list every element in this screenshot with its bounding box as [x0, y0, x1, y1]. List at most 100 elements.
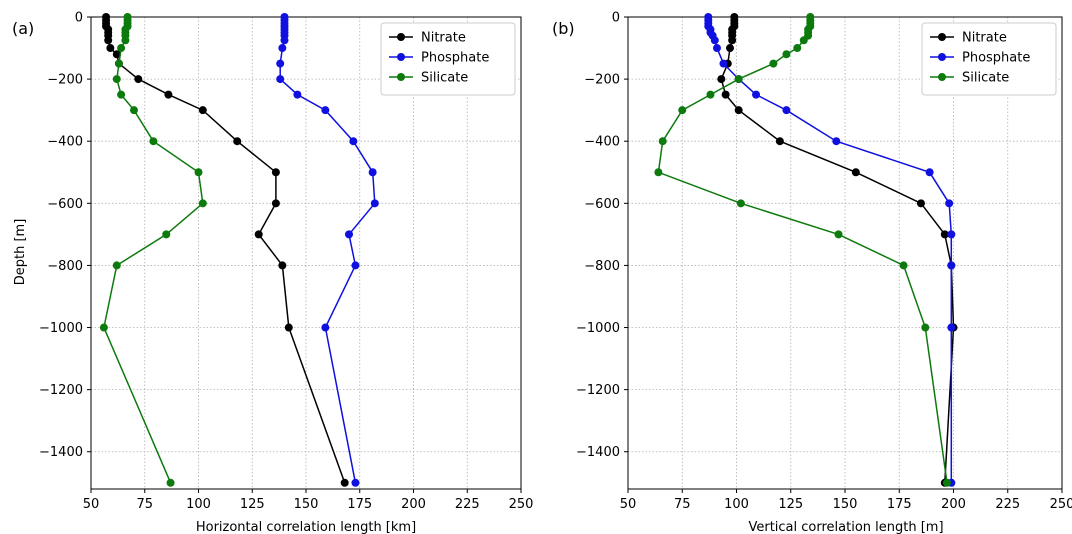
data-point-phosphate	[370, 199, 379, 208]
data-point-nitrate	[104, 36, 113, 45]
x-tick-label: 150	[833, 497, 858, 512]
data-point-silicate	[793, 44, 802, 53]
y-tick-label: −400	[47, 135, 83, 150]
y-tick-label: 0	[612, 11, 620, 26]
data-point-phosphate	[280, 36, 289, 45]
legend-marker-silicate	[938, 73, 946, 81]
data-point-silicate	[799, 36, 808, 45]
legend: Nitrate Phosphate Silicate	[921, 22, 1057, 96]
panel-b: (b) Vertical correlation length [m] 50 75…	[552, 11, 1072, 534]
data-point-phosphate	[351, 261, 360, 270]
x-tick-label: 50	[620, 497, 637, 512]
x-tick-label: 100	[724, 497, 749, 512]
data-point-phosphate	[278, 44, 287, 53]
legend-label-silicate: Silicate	[421, 71, 468, 86]
data-point-silicate	[114, 59, 123, 68]
data-point-nitrate	[717, 75, 726, 84]
y-tick-label: −1200	[576, 383, 620, 398]
data-point-phosphate	[710, 36, 719, 45]
x-tick-label: 125	[240, 497, 265, 512]
data-point-phosphate	[947, 323, 956, 332]
data-point-nitrate	[725, 44, 734, 53]
y-tick-label: −800	[47, 259, 83, 274]
y-tick-label: −1200	[39, 383, 83, 398]
y-tick-label: −800	[584, 259, 620, 274]
series-line-nitrate	[720, 17, 955, 483]
panel-label: (a)	[12, 19, 34, 38]
data-point-phosphate	[293, 90, 302, 99]
data-point-nitrate	[284, 323, 293, 332]
data-point-phosphate	[349, 137, 358, 146]
data-point-silicate	[921, 323, 930, 332]
data-point-silicate	[834, 230, 843, 239]
x-tick-label: 50	[83, 497, 100, 512]
data-point-silicate	[99, 323, 108, 332]
data-point-nitrate	[164, 90, 173, 99]
data-point-silicate	[734, 75, 743, 84]
data-point-silicate	[112, 75, 121, 84]
x-axis-label: Vertical correlation length [m]	[748, 520, 943, 534]
legend-marker-silicate	[397, 73, 405, 81]
data-point-phosphate	[321, 106, 330, 115]
data-point-silicate	[194, 168, 203, 177]
x-tick-label: 200	[401, 497, 426, 512]
data-point-nitrate	[851, 168, 860, 177]
data-point-phosphate	[925, 168, 934, 177]
y-tick-label: −200	[584, 73, 620, 88]
panel-a: (a) Horizontal correlation length [km] D…	[12, 11, 533, 534]
data-point-phosphate	[945, 199, 954, 208]
legend-label-silicate: Silicate	[962, 71, 1009, 86]
legend-label-phosphate: Phosphate	[962, 51, 1030, 66]
data-point-silicate	[130, 106, 138, 115]
x-tick-label: 225	[455, 497, 480, 512]
x-tick-label: 175	[887, 497, 912, 512]
data-point-phosphate	[321, 323, 330, 332]
data-point-silicate	[166, 478, 175, 487]
data-point-nitrate	[734, 106, 743, 115]
data-point-silicate	[149, 137, 158, 146]
legend-marker-phosphate	[397, 53, 405, 61]
y-tick-label: −200	[47, 73, 83, 88]
data-point-silicate	[706, 90, 715, 99]
x-tick-label: 250	[509, 497, 534, 512]
data-point-phosphate	[276, 59, 285, 68]
legend-marker-phosphate	[938, 53, 946, 61]
data-point-nitrate	[278, 261, 287, 270]
data-point-phosphate	[276, 75, 285, 84]
data-point-phosphate	[832, 137, 841, 146]
data-point-silicate	[121, 36, 130, 45]
data-point-phosphate	[782, 106, 791, 115]
data-point-phosphate	[752, 90, 761, 99]
data-point-silicate	[899, 261, 908, 270]
legend-box	[921, 22, 1057, 96]
legend-label-nitrate: Nitrate	[421, 31, 466, 46]
x-tick-label: 250	[1050, 497, 1072, 512]
data-point-silicate	[678, 106, 687, 115]
data-point-phosphate	[345, 230, 353, 239]
data-point-silicate	[782, 50, 791, 59]
data-point-nitrate	[112, 50, 121, 59]
x-axis-label: Horizontal correlation length [km]	[196, 520, 416, 534]
data-point-nitrate	[340, 478, 349, 487]
legend: Nitrate Phosphate Silicate	[380, 22, 516, 96]
panel-label: (b)	[552, 19, 575, 38]
data-point-phosphate	[947, 261, 956, 270]
x-tick-label: 125	[778, 497, 803, 512]
legend-label-phosphate: Phosphate	[421, 51, 489, 66]
y-tick-label: −1400	[576, 445, 620, 460]
legend-box	[380, 22, 516, 96]
y-tick-label: 0	[75, 11, 83, 26]
y-axis-label: Depth [m]	[13, 219, 28, 286]
data-point-silicate	[654, 168, 663, 177]
data-point-nitrate	[198, 106, 207, 115]
data-point-nitrate	[940, 230, 949, 239]
x-tick-label: 150	[294, 497, 319, 512]
data-point-nitrate	[271, 168, 280, 177]
x-tick-label: 75	[136, 497, 153, 512]
y-tick-label: −600	[47, 197, 83, 212]
x-tick-label: 75	[674, 497, 691, 512]
data-point-phosphate	[368, 168, 377, 177]
data-point-silicate	[198, 199, 207, 208]
data-point-nitrate	[106, 44, 115, 53]
y-tick-label: −600	[584, 197, 620, 212]
